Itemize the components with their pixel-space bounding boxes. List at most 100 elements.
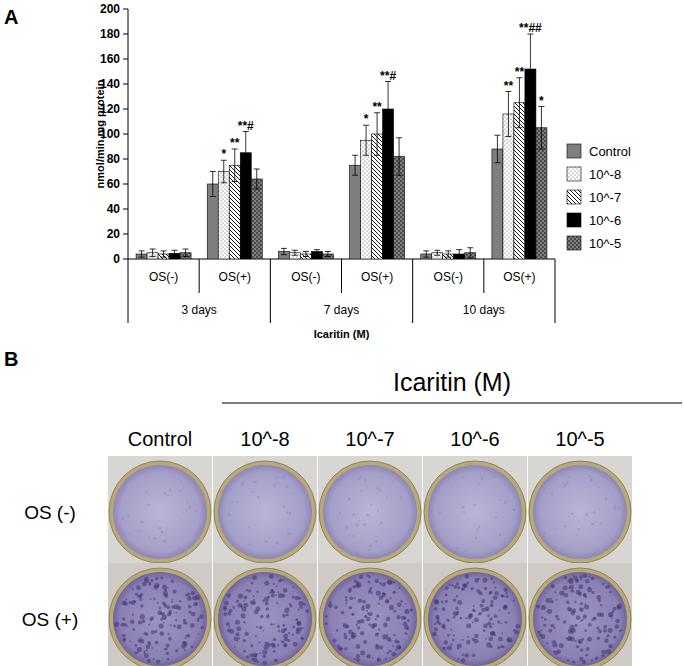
stain-spot (377, 658, 381, 662)
stain-spot (588, 576, 590, 578)
stain-spot (590, 479, 593, 482)
significance-mark: ** (372, 100, 382, 114)
error-bar (232, 149, 238, 182)
stain-spot (474, 610, 476, 612)
stain-spot (191, 612, 196, 617)
stain-spot (241, 613, 246, 618)
stain-spot (132, 628, 135, 631)
stain-spot (578, 639, 583, 644)
stain-spot (596, 595, 601, 600)
stain-spot (580, 620, 582, 622)
stain-spot (475, 537, 477, 539)
stain-spot (404, 609, 409, 614)
stain-spot (164, 492, 167, 495)
stain-spot (380, 521, 383, 524)
stain-spot (144, 651, 146, 653)
well-photo-bg (423, 456, 527, 568)
stain-spot (234, 646, 236, 648)
stain-spot (156, 659, 160, 663)
error-bar (254, 169, 260, 189)
stain-spot (187, 482, 189, 484)
stain-spot (285, 485, 288, 488)
stain-spot (386, 600, 388, 602)
stain-spot (243, 639, 246, 642)
stain-spot (356, 644, 361, 649)
stain-spot (236, 600, 239, 603)
stain-spot (575, 640, 577, 642)
stain-spot (573, 576, 578, 581)
stain-spot (488, 636, 493, 641)
stain-spot (273, 484, 275, 486)
stain-spot (273, 583, 275, 585)
stain-spot (259, 652, 261, 654)
stain-spot (463, 583, 468, 588)
stain-spot (370, 503, 372, 505)
stain-spot (281, 476, 284, 479)
stain-spot (487, 622, 491, 626)
stain-spot (377, 510, 379, 512)
stain-spot (383, 623, 388, 628)
well-rim (319, 461, 421, 563)
x-tick-label: OS(+) (503, 270, 535, 284)
stain-spot (584, 604, 589, 609)
stain-spot (453, 616, 456, 619)
stain-spot (282, 624, 285, 627)
stain-spot (303, 603, 306, 606)
stain-spot (513, 600, 515, 602)
stain-spot (262, 654, 266, 658)
stain-spot (124, 602, 128, 606)
stain-spot (608, 612, 613, 617)
stain-spot (578, 521, 580, 523)
y-tick-label: 20 (107, 227, 121, 241)
stain-spot (563, 586, 568, 591)
stain-spot (375, 645, 380, 650)
stain-spot (243, 621, 245, 623)
stain-spot (171, 580, 174, 583)
stain-spot (609, 591, 612, 594)
stain-spot (289, 604, 292, 607)
stain-spot (580, 579, 582, 581)
stain-spot (456, 582, 460, 586)
stain-spot (540, 634, 545, 639)
stain-spot (373, 623, 377, 627)
stain-spot (400, 496, 402, 498)
stain-spot (473, 639, 478, 644)
stain-spot (570, 589, 574, 593)
stain-spot (393, 610, 396, 613)
stain-spot (546, 642, 548, 644)
stain-spot (168, 633, 170, 635)
group-label: 10 days (463, 303, 505, 317)
stain-spot (489, 591, 492, 594)
stain-spot (568, 475, 570, 477)
stain-spot (151, 579, 154, 582)
stain-spot (254, 609, 259, 614)
stain-spot (541, 629, 543, 631)
stain-spot (135, 644, 138, 647)
stain-spot (495, 516, 498, 519)
error-bar (456, 250, 462, 259)
stain-spot (355, 523, 358, 526)
stain-spot (457, 586, 460, 589)
stain-spot (276, 585, 278, 587)
stain-spot (367, 575, 370, 578)
stain-spot (129, 533, 131, 535)
y-tick-label: 0 (113, 252, 120, 266)
error-bar (183, 249, 189, 257)
stain-spot (538, 631, 541, 634)
stain-spot (591, 591, 594, 594)
error-bar (314, 250, 320, 254)
stain-spot (130, 619, 135, 624)
stain-spot (592, 511, 595, 514)
stain-spot (447, 645, 452, 650)
stain-spot (615, 619, 620, 624)
stain-spot (407, 628, 409, 630)
stain-spot (598, 629, 602, 633)
stain-spot (508, 612, 510, 614)
stain-spot (348, 638, 350, 640)
well-rim (214, 461, 316, 563)
stain-spot (188, 605, 192, 609)
stain-spot (536, 604, 540, 608)
error-bar (494, 135, 500, 163)
well (323, 465, 417, 559)
stain-spot (138, 530, 140, 532)
